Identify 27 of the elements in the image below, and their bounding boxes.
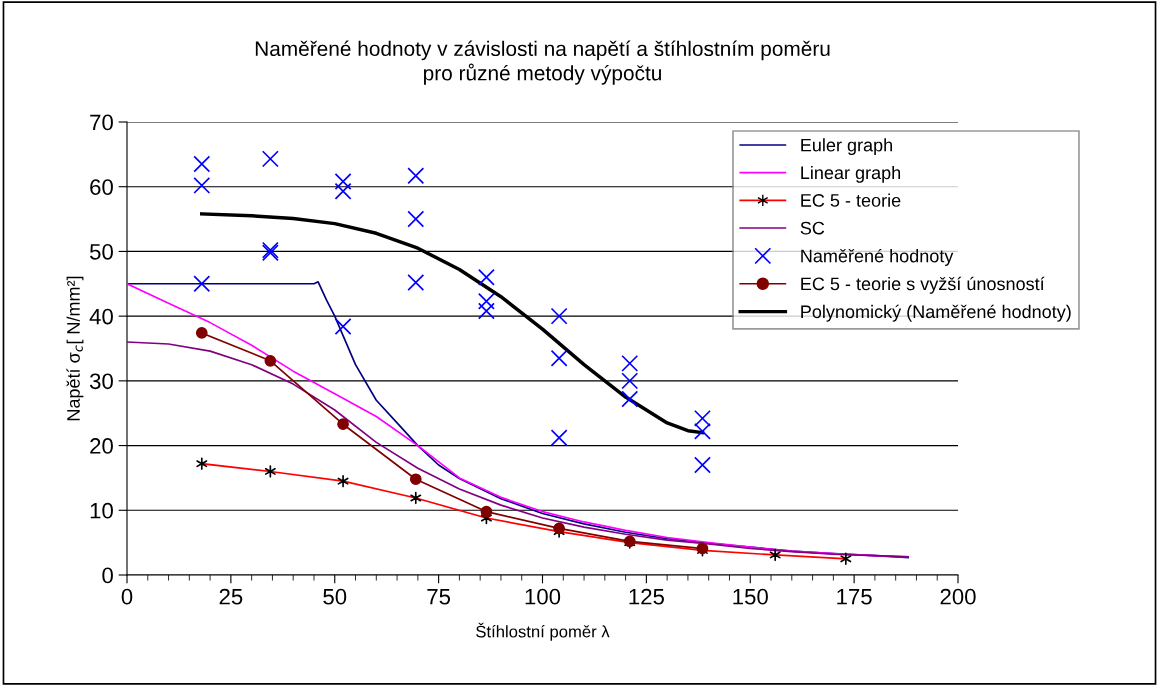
x-tick-label: 25 — [219, 588, 243, 605]
y-tick-label: 0 — [102, 567, 113, 584]
legend-label: Polynomický (Naměřené hodnoty) — [801, 304, 1071, 322]
legend-label: Naměřené hodnoty — [801, 248, 954, 266]
x-tick-label: 125 — [629, 588, 664, 605]
x-tick-label: 200 — [940, 588, 976, 605]
x-tick-label: 50 — [323, 588, 347, 605]
x-tick-label: 150 — [733, 588, 768, 605]
y-tick-label: 50 — [89, 243, 113, 260]
x-tick-label: 75 — [427, 589, 451, 605]
x-tick-label: 0 — [121, 588, 133, 605]
legend-label: EC 5 - teorie s vyžší únosností — [801, 276, 1045, 294]
y-tick-label: 10 — [90, 502, 113, 519]
legend-label: Euler graph — [801, 138, 892, 156]
y-axis-title: Napětí σ$_{c}$[ N/mm²] — [66, 276, 84, 421]
y-tick-label: 70 — [90, 114, 113, 131]
x-tick-label: 100 — [525, 588, 561, 605]
legend-label: Linear graph — [801, 165, 901, 183]
chart-title: Naměřené hodnoty v závislosti na napětí a štíhlostním poměru pro různé metody výpočtu — [255, 40, 830, 85]
y-tick-label: 20 — [90, 438, 113, 454]
y-tick-label: 30 — [89, 373, 113, 390]
legend-label: SC — [800, 221, 825, 235]
x-axis-title: Štíhlostní poměr λ — [476, 622, 610, 641]
x-tick-label: 175 — [837, 589, 872, 605]
y-tick-label: 60 — [90, 179, 113, 195]
legend-label: EC 5 - teorie — [801, 193, 901, 207]
y-tick-label: 40 — [89, 308, 113, 325]
